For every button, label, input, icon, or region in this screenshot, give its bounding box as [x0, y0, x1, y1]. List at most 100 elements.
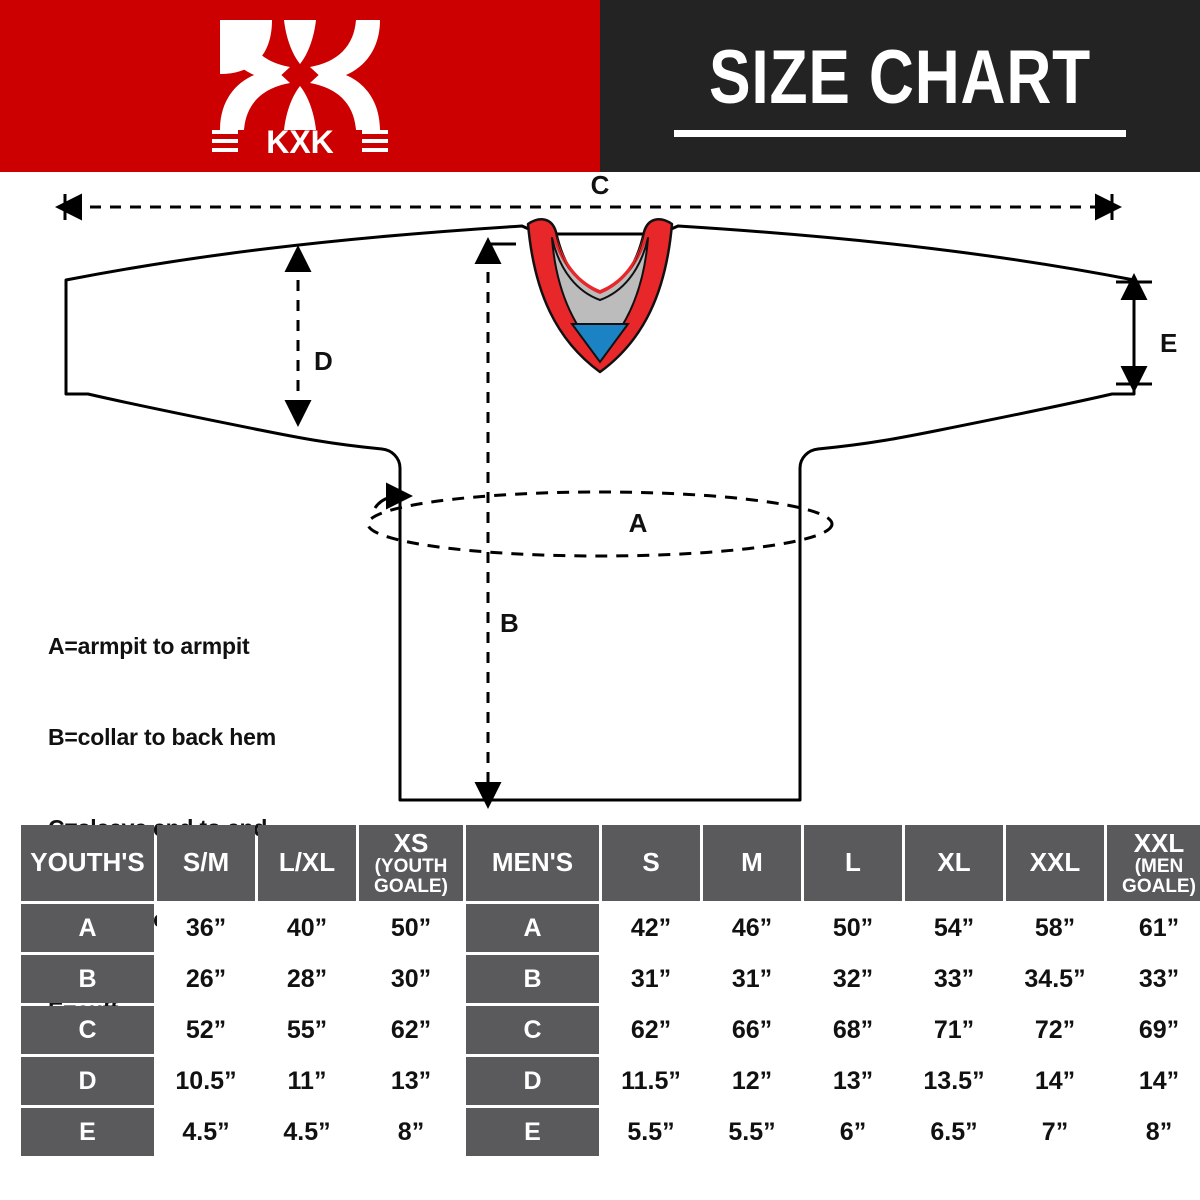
column-header-label: YOUTH'S: [30, 847, 145, 878]
legend-item-b: B=collar to back hem: [48, 723, 276, 750]
measure-a: A: [366, 482, 834, 558]
men-row-label: D: [466, 1057, 599, 1105]
youth-cell: 10.5”: [157, 1057, 255, 1105]
men-row-label: A: [466, 904, 599, 952]
measure-b: B: [474, 237, 519, 809]
youth-cell: 36”: [157, 904, 255, 952]
men-cell: 69”: [1107, 1006, 1200, 1054]
column-header-label: XXL: [1133, 827, 1185, 858]
youth-cell: 8”: [359, 1108, 463, 1156]
youth-cell: 30”: [359, 955, 463, 1003]
table-row: D 10.5” 11” 13” D 11.5” 12” 13” 13.5” 14” 14”: [21, 1057, 1200, 1105]
men-cell: 72”: [1006, 1006, 1104, 1054]
measure-c: C: [55, 172, 1122, 221]
table-header-row: YOUTH'S S/M L/XL XS (YOUTH GOALE) MEN'S S M L XL XX…: [21, 825, 1200, 901]
youth-cell: 40”: [258, 904, 356, 952]
table-row: A 36” 40” 50” A 42” 46” 50” 54” 58” 61”: [21, 904, 1200, 952]
jersey-collar: [526, 218, 674, 374]
column-header-label: MEN'S: [491, 847, 574, 878]
header-brand-panel: KXK: [0, 0, 600, 172]
men-cell: 61”: [1107, 904, 1200, 952]
youth-row-label: D: [21, 1057, 154, 1105]
page-header: KXK SIZE CHART: [0, 0, 1200, 172]
youth-row-label: B: [21, 955, 154, 1003]
column-header-label: L/XL: [278, 847, 336, 878]
column-header-label: L: [845, 847, 861, 878]
men-cell: 31”: [703, 955, 801, 1003]
men-cell: 8”: [1107, 1108, 1200, 1156]
kxk-wordmark: KXK: [212, 124, 388, 158]
men-cell: 13”: [804, 1057, 902, 1105]
jersey-diagram-svg: C D B E A: [55, 172, 1177, 809]
table-row: E 4.5” 4.5” 8” E 5.5” 5.5” 6” 6.5” 7” 8”: [21, 1108, 1200, 1156]
measure-label-b: B: [500, 608, 519, 638]
men-cell: 13.5”: [905, 1057, 1003, 1105]
men-cell: 33”: [1107, 955, 1200, 1003]
column-header-label: XS: [393, 827, 429, 858]
column-header-label: S/M: [182, 847, 230, 878]
men-cell: 54”: [905, 904, 1003, 952]
youth-cell: 4.5”: [258, 1108, 356, 1156]
men-cell: 31”: [602, 955, 700, 1003]
youth-cell: 52”: [157, 1006, 255, 1054]
men-row-label: C: [466, 1006, 599, 1054]
youth-cell: 26”: [157, 955, 255, 1003]
youth-cell: 50”: [359, 904, 463, 952]
men-cell: 6.5”: [905, 1108, 1003, 1156]
kxk-wordmark-text: KXK: [266, 124, 334, 158]
men-cell: 11.5”: [602, 1057, 700, 1105]
column-header-0: YOUTH'S: [21, 825, 154, 901]
men-cell: 68”: [804, 1006, 902, 1054]
column-header-6: M: [703, 825, 801, 901]
size-table: YOUTH'S S/M L/XL XS (YOUTH GOALE) MEN'S S M L XL XX…: [18, 822, 1200, 1159]
jersey-diagram: C D B E A A=armpit to a: [0, 172, 1200, 1023]
men-cell: 42”: [602, 904, 700, 952]
measure-e: E: [1116, 273, 1177, 393]
men-cell: 7”: [1006, 1108, 1104, 1156]
men-row-label: B: [466, 955, 599, 1003]
column-header-3: XS (YOUTH GOALE): [359, 825, 463, 901]
column-header-label: XL: [937, 847, 971, 878]
measure-label-a: A: [629, 508, 648, 538]
men-cell: 46”: [703, 904, 801, 952]
title-underline: [674, 129, 1126, 137]
men-cell: 66”: [703, 1006, 801, 1054]
youth-row-label: E: [21, 1108, 154, 1156]
measure-d: D: [284, 245, 333, 427]
kxk-logo: KXK: [210, 12, 390, 162]
youth-cell: 28”: [258, 955, 356, 1003]
size-table-container: YOUTH'S S/M L/XL XS (YOUTH GOALE) MEN'S S M L XL XX…: [18, 822, 1200, 1159]
measure-label-e: E: [1160, 328, 1177, 358]
men-cell: 58”: [1006, 904, 1104, 952]
column-header-10: XXL (MEN GOALE): [1107, 825, 1200, 901]
men-cell: 50”: [804, 904, 902, 952]
men-cell: 32”: [804, 955, 902, 1003]
measure-label-d: D: [314, 346, 333, 376]
men-cell: 62”: [602, 1006, 700, 1054]
youth-cell: 62”: [359, 1006, 463, 1054]
column-header-2: L/XL: [258, 825, 356, 901]
measure-label-c: C: [591, 172, 610, 200]
column-header-1: S/M: [157, 825, 255, 901]
column-header-7: L: [804, 825, 902, 901]
column-header-label: M: [741, 847, 763, 878]
youth-cell: 55”: [258, 1006, 356, 1054]
column-header-label: S: [642, 847, 660, 878]
column-header-label: XXL: [1029, 847, 1081, 878]
men-cell: 5.5”: [602, 1108, 700, 1156]
table-row: B 26” 28” 30” B 31” 31” 32” 33” 34.5” 33”: [21, 955, 1200, 1003]
column-header-5: S: [602, 825, 700, 901]
legend-item-a: A=armpit to armpit: [48, 632, 250, 659]
page-title: SIZE CHART: [708, 34, 1092, 120]
youth-row-label: C: [21, 1006, 154, 1054]
men-row-label: E: [466, 1108, 599, 1156]
youth-row-label: A: [21, 904, 154, 952]
youth-cell: 13”: [359, 1057, 463, 1105]
youth-cell: 11”: [258, 1057, 356, 1105]
column-header-sub: (YOUTH GOALE): [374, 856, 448, 897]
men-cell: 14”: [1107, 1057, 1200, 1105]
header-title-panel: SIZE CHART: [600, 0, 1200, 172]
men-cell: 14”: [1006, 1057, 1104, 1105]
table-row: C 52” 55” 62” C 62” 66” 68” 71” 72” 69”: [21, 1006, 1200, 1054]
men-cell: 12”: [703, 1057, 801, 1105]
